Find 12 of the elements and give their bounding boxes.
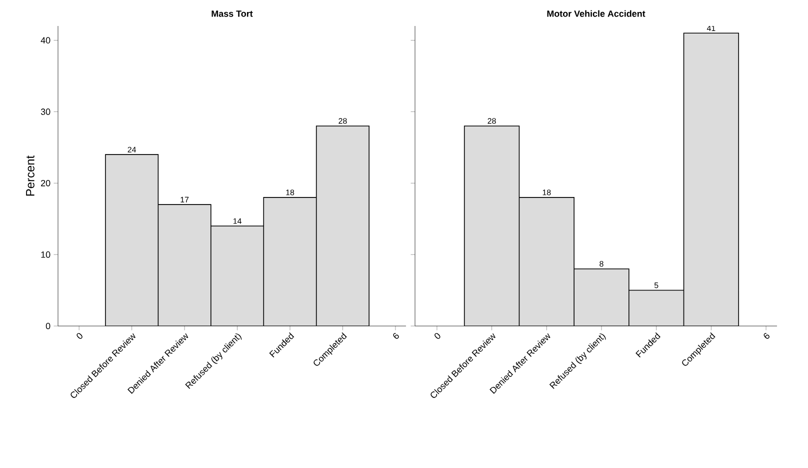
x-tick-label: 0 (76, 333, 82, 339)
chart-title: Motor Vehicle Accident (547, 10, 646, 17)
y-tick-label: 30 (40, 108, 50, 115)
y-tick-label: 20 (41, 180, 50, 186)
y-tick-label: 10 (41, 251, 50, 258)
y-tick-label: 0 (46, 322, 50, 330)
chart-title: Mass Tort (212, 10, 253, 17)
x-tick-label: 0 (434, 333, 440, 339)
x-tick-label: 6 (393, 332, 399, 339)
x-tick-label: 6 (764, 332, 770, 339)
y-axis-title: Percent (26, 155, 34, 196)
y-tick-label: 40 (40, 37, 50, 44)
